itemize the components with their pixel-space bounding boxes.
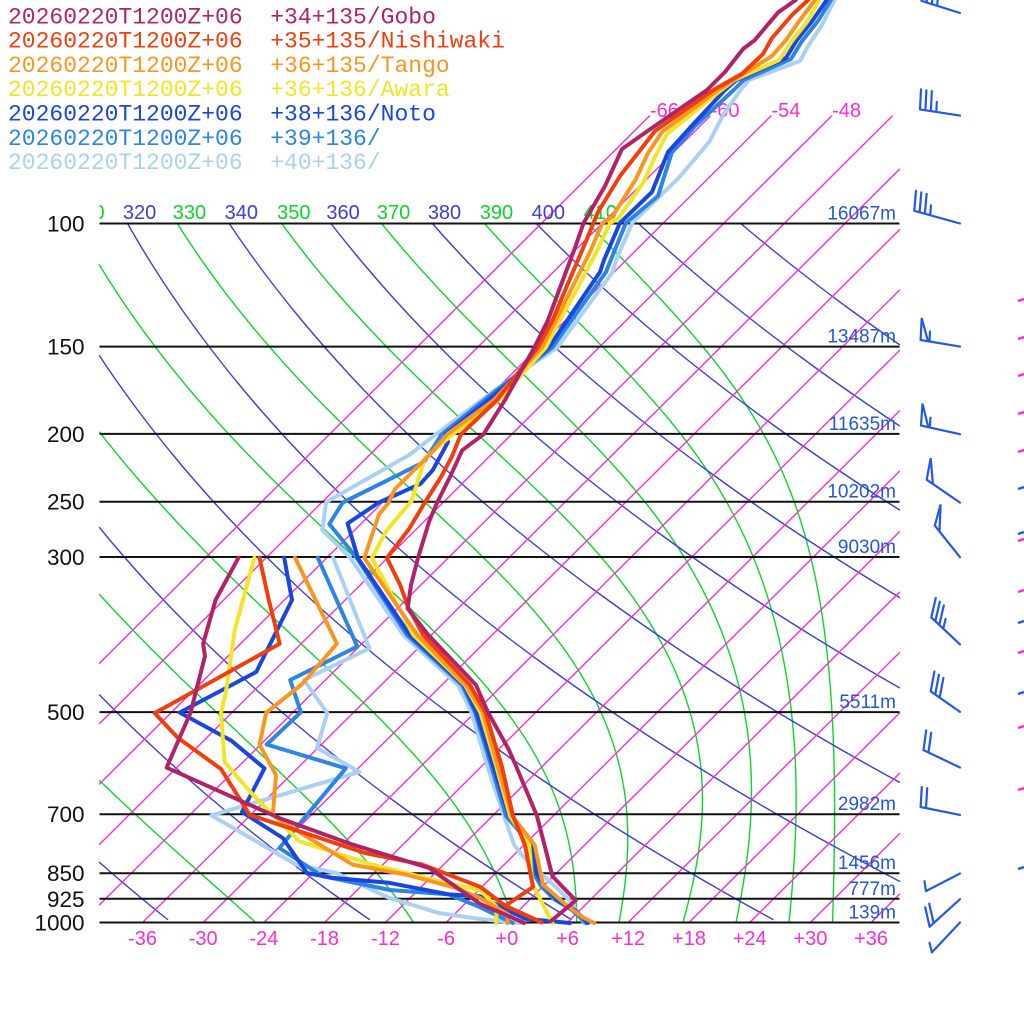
svg-text:370: 370 bbox=[377, 202, 410, 224]
svg-text:925: 925 bbox=[47, 887, 85, 912]
svg-text:-12: -12 bbox=[371, 928, 400, 950]
svg-text:-54: -54 bbox=[771, 100, 800, 122]
svg-text:340: 340 bbox=[225, 202, 258, 224]
svg-text:-48: -48 bbox=[832, 100, 861, 122]
svg-text:1456m: 1456m bbox=[838, 853, 896, 874]
svg-text:20260220T1200Z+06 +39+136/: 20260220T1200Z+06 +39+136/ bbox=[8, 126, 381, 152]
svg-text:500: 500 bbox=[47, 700, 85, 725]
svg-text:777m: 777m bbox=[848, 879, 896, 900]
svg-text:+12: +12 bbox=[611, 928, 645, 950]
svg-text:330: 330 bbox=[173, 202, 206, 224]
svg-text:360: 360 bbox=[326, 202, 359, 224]
svg-text:2982m: 2982m bbox=[838, 794, 896, 815]
svg-text:350: 350 bbox=[277, 202, 310, 224]
svg-text:320: 320 bbox=[123, 202, 156, 224]
svg-text:20260220T1200Z+06 +38+136/Not: 20260220T1200Z+06 +38+136/Noto bbox=[8, 102, 436, 128]
svg-text:139m: 139m bbox=[848, 903, 896, 924]
svg-text:-18: -18 bbox=[310, 928, 339, 950]
svg-text:-24: -24 bbox=[249, 928, 278, 950]
svg-text:10202m: 10202m bbox=[827, 482, 896, 503]
svg-text:150: 150 bbox=[47, 335, 85, 360]
svg-text:5511m: 5511m bbox=[839, 692, 896, 713]
svg-text:200: 200 bbox=[47, 422, 85, 447]
svg-text:20260220T1200Z+06 +40+136/: 20260220T1200Z+06 +40+136/ bbox=[8, 150, 381, 176]
svg-text:20260220T1200Z+06 +36+135/Tan: 20260220T1200Z+06 +36+135/Tango bbox=[8, 53, 450, 79]
svg-text:20260220T1200Z+06 +34+135/Gob: 20260220T1200Z+06 +34+135/Gobo bbox=[8, 4, 436, 30]
svg-text:+24: +24 bbox=[733, 928, 767, 950]
svg-text:-36: -36 bbox=[128, 928, 157, 950]
svg-text:16067m: 16067m bbox=[827, 204, 896, 225]
svg-text:13487m: 13487m bbox=[827, 327, 896, 348]
svg-text:1000: 1000 bbox=[34, 911, 84, 936]
svg-text:+0: +0 bbox=[495, 928, 518, 950]
svg-text:11635m: 11635m bbox=[829, 414, 896, 435]
svg-text:850: 850 bbox=[47, 861, 85, 886]
svg-text:9030m: 9030m bbox=[838, 537, 896, 558]
svg-text:+6: +6 bbox=[556, 928, 579, 950]
svg-text:380: 380 bbox=[428, 202, 461, 224]
svg-text:20260220T1200Z+06 +35+135/Nis: 20260220T1200Z+06 +35+135/Nishiwaki bbox=[8, 29, 505, 55]
svg-text:-30: -30 bbox=[189, 928, 218, 950]
svg-text:20260220T1200Z+06 +36+136/Awa: 20260220T1200Z+06 +36+136/Awara bbox=[8, 77, 450, 103]
svg-text:310: 310 bbox=[71, 202, 104, 224]
svg-text:+30: +30 bbox=[793, 928, 827, 950]
svg-text:-6: -6 bbox=[437, 928, 455, 950]
svg-text:300: 300 bbox=[47, 545, 85, 570]
svg-text:250: 250 bbox=[47, 490, 85, 515]
svg-text:100: 100 bbox=[47, 212, 85, 237]
svg-text:+36: +36 bbox=[854, 928, 888, 950]
svg-text:390: 390 bbox=[480, 202, 513, 224]
svg-text:+18: +18 bbox=[672, 928, 706, 950]
svg-text:700: 700 bbox=[47, 802, 85, 827]
svg-text:400: 400 bbox=[532, 202, 565, 224]
